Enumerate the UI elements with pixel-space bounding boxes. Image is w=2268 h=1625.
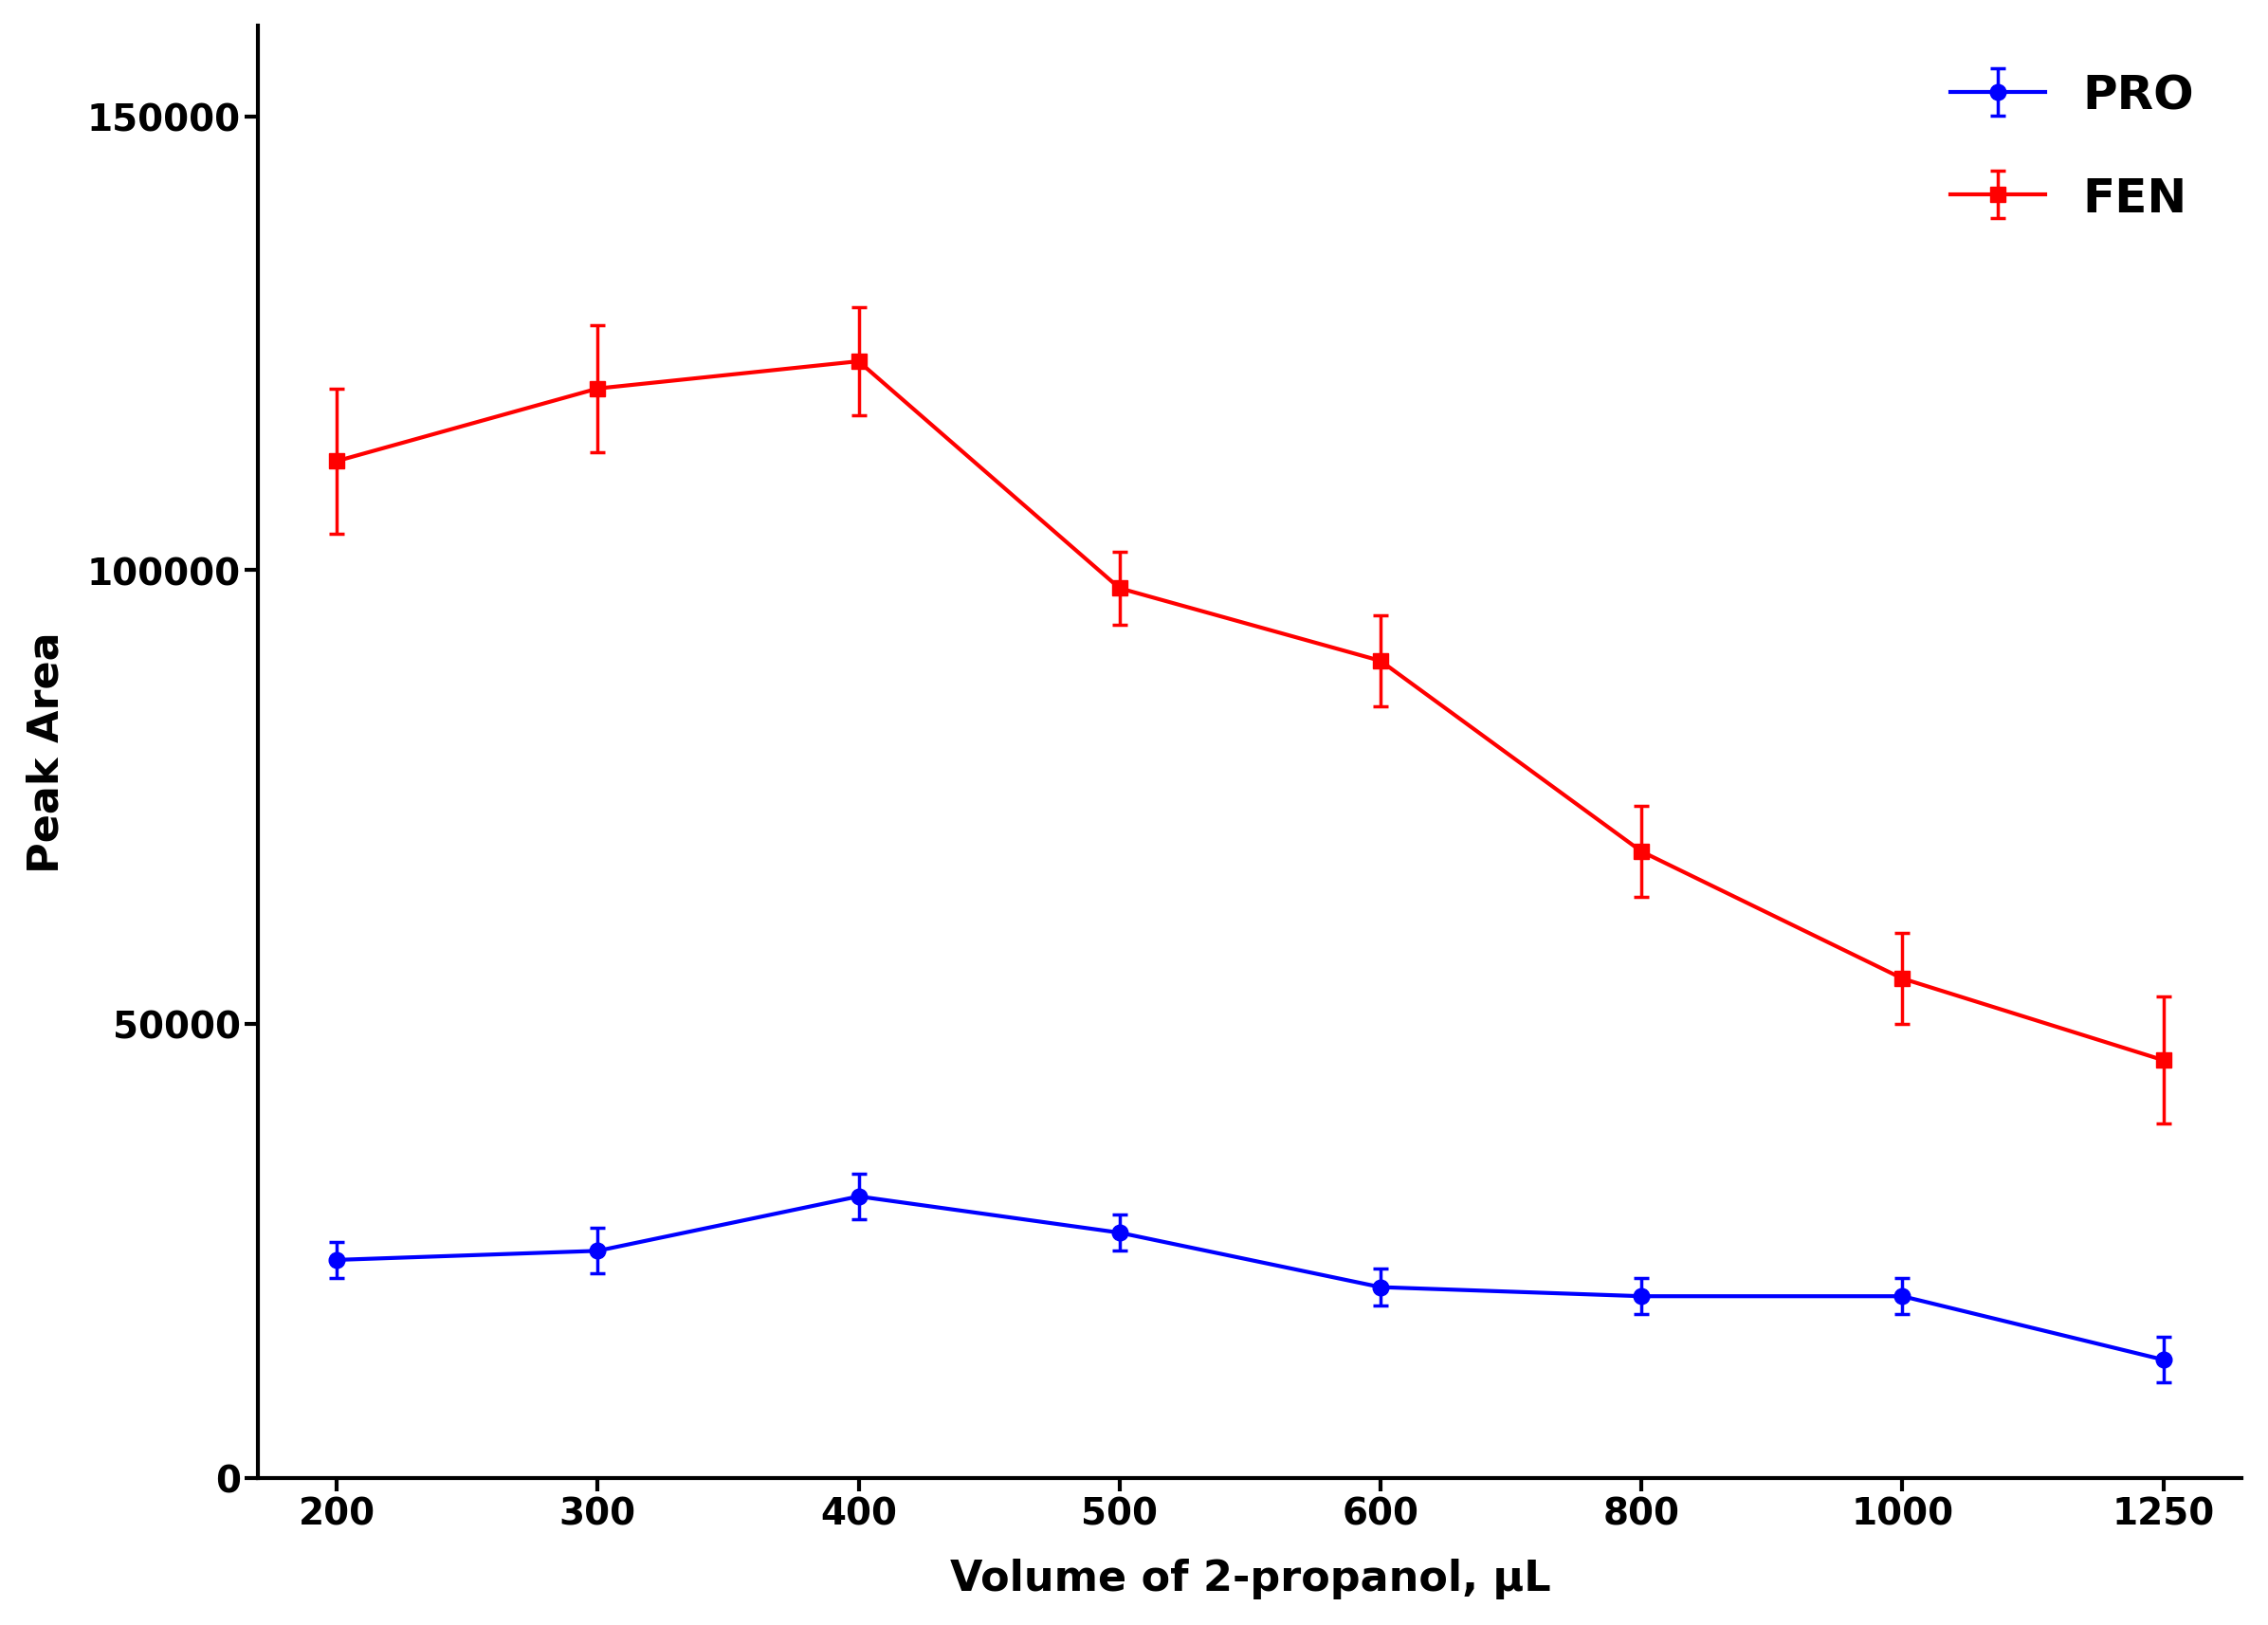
Legend: PRO, FEN: PRO, FEN [1926, 50, 2218, 245]
X-axis label: Volume of 2-propanol, μL: Volume of 2-propanol, μL [950, 1558, 1551, 1599]
Y-axis label: Peak Area: Peak Area [27, 632, 68, 873]
